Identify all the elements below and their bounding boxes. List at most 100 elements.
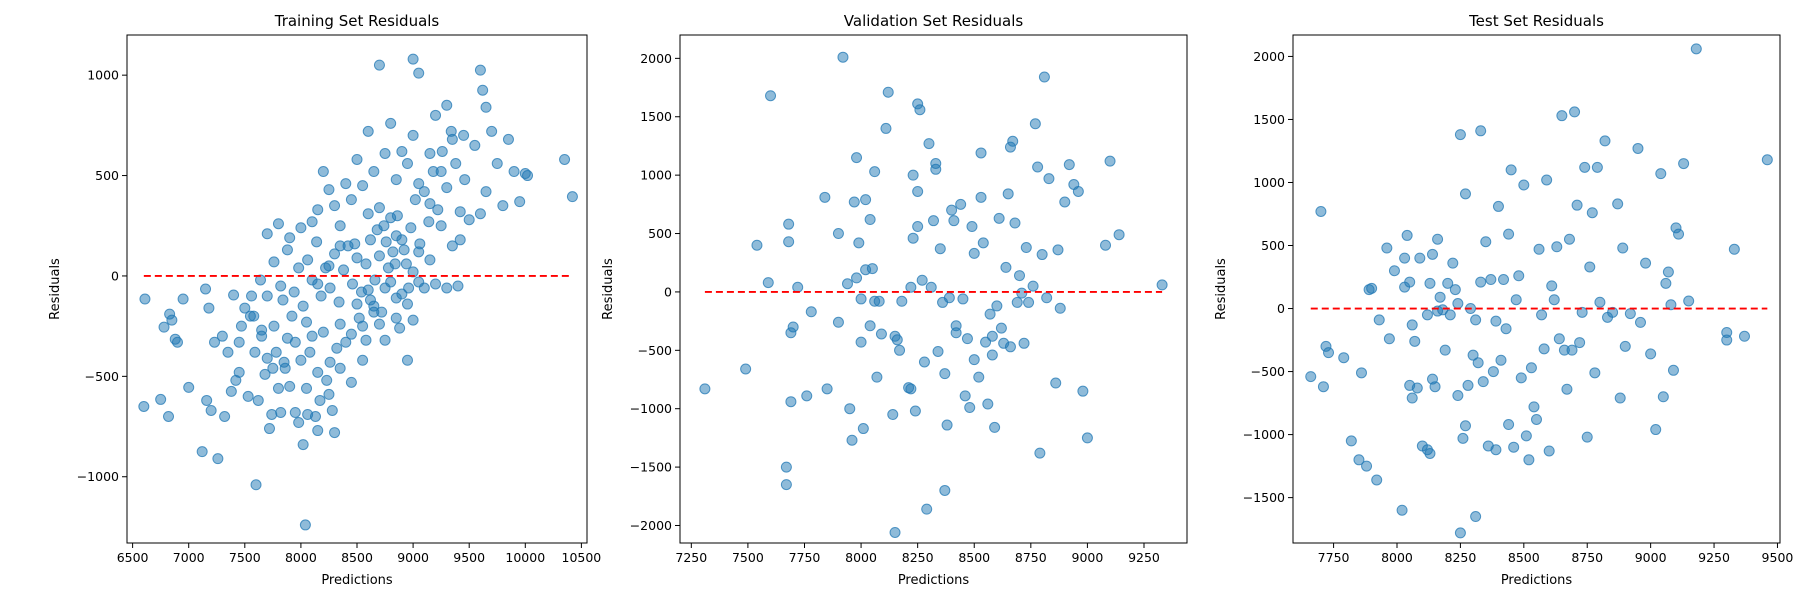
data-point: [242, 390, 254, 402]
data-point: [977, 237, 989, 249]
data-point: [1366, 282, 1378, 294]
data-point: [986, 349, 998, 361]
data-point: [1338, 352, 1350, 364]
x-tick-label: 8750: [1015, 550, 1047, 565]
data-point: [379, 147, 391, 159]
data-point: [1492, 200, 1504, 212]
data-point: [1113, 229, 1125, 241]
data-point: [1579, 161, 1591, 173]
data-point: [864, 320, 876, 332]
data-point: [1454, 129, 1466, 141]
data-point: [1543, 445, 1555, 457]
data-point: [986, 330, 998, 342]
data-point: [329, 427, 341, 439]
data-point: [1452, 297, 1464, 309]
data-point: [1551, 241, 1563, 253]
data-point: [832, 228, 844, 240]
data-point: [362, 125, 374, 137]
data-point: [1667, 364, 1679, 376]
data-point: [855, 336, 867, 348]
data-point: [982, 398, 994, 410]
data-point: [272, 218, 284, 230]
data-point: [918, 356, 930, 368]
x-tick-label: 9000: [1072, 550, 1104, 565]
data-point: [222, 346, 234, 358]
data-point: [380, 236, 392, 248]
data-point: [1589, 367, 1601, 379]
data-point: [780, 479, 792, 491]
data-point: [1536, 309, 1548, 321]
data-point: [1721, 334, 1733, 346]
data-point: [1561, 383, 1573, 395]
data-point: [249, 346, 261, 358]
data-point: [1470, 511, 1482, 523]
data-point: [855, 293, 867, 305]
x-axis-label: Predictions: [1501, 573, 1573, 588]
data-point: [1553, 333, 1565, 345]
data-point: [1002, 188, 1014, 200]
data-point: [272, 382, 284, 394]
data-point: [871, 371, 883, 383]
data-point: [1503, 419, 1515, 431]
data-point: [351, 252, 363, 264]
data-point: [740, 363, 752, 375]
data-point: [1409, 335, 1421, 347]
data-point: [896, 295, 908, 307]
data-point: [1054, 302, 1066, 314]
data-point: [233, 366, 245, 378]
data-point: [1100, 239, 1112, 251]
data-point: [275, 280, 287, 292]
data-point: [463, 214, 475, 226]
data-point: [762, 277, 774, 289]
x-tick-label: 6500: [117, 550, 149, 565]
y-tick-label: −500: [638, 343, 672, 358]
data-point: [1011, 296, 1023, 308]
data-point: [474, 64, 486, 76]
data-point: [1023, 296, 1035, 308]
data-point: [441, 182, 453, 194]
data-point: [1607, 306, 1619, 318]
y-tick-label: −1000: [1243, 427, 1285, 442]
data-point: [1475, 125, 1487, 137]
data-point: [853, 237, 865, 249]
x-tick-label: 7750: [789, 550, 821, 565]
data-point: [939, 484, 951, 496]
data-point: [334, 220, 346, 232]
data-point: [1566, 344, 1578, 356]
data-point: [973, 371, 985, 383]
data-point: [396, 288, 408, 300]
data-point: [1454, 527, 1466, 539]
data-point: [1591, 161, 1603, 173]
data-point: [355, 286, 367, 298]
data-point: [1424, 277, 1436, 289]
y-axis-label: Residuals: [1214, 258, 1229, 320]
data-point: [270, 346, 282, 358]
data-point: [1617, 242, 1629, 254]
data-point: [1586, 207, 1598, 219]
data-point: [1510, 294, 1522, 306]
data-point: [158, 321, 170, 333]
data-point: [171, 336, 183, 348]
data-point: [201, 394, 213, 406]
data-point: [401, 298, 413, 310]
data-point: [450, 158, 462, 170]
data-point: [914, 104, 926, 116]
data-point: [312, 366, 324, 378]
x-tick-label: 8500: [1508, 550, 1540, 565]
data-point: [832, 316, 844, 328]
data-point: [1399, 252, 1411, 264]
data-point: [1571, 199, 1583, 211]
x-tick-label: 8500: [958, 550, 990, 565]
data-point: [928, 215, 939, 227]
data-point: [430, 278, 442, 290]
data-point: [312, 425, 324, 437]
y-tick-label: 0: [111, 268, 119, 283]
data-point: [1016, 287, 1028, 299]
data-point: [1429, 381, 1441, 393]
data-point: [1034, 447, 1046, 459]
data-point: [299, 519, 311, 531]
data-point: [1657, 391, 1669, 403]
y-tick-label: 500: [95, 168, 119, 183]
data-point: [1462, 379, 1474, 391]
x-tick-label: 7000: [173, 550, 205, 565]
